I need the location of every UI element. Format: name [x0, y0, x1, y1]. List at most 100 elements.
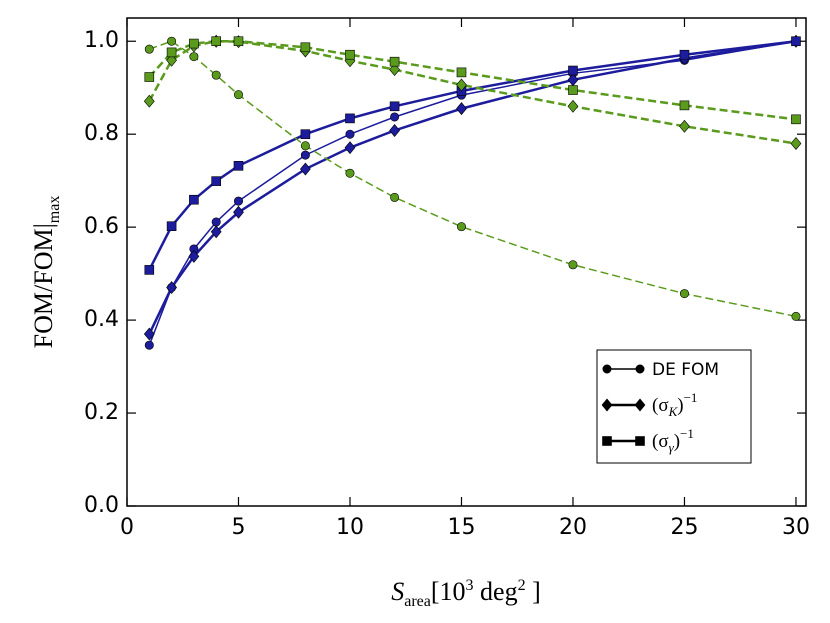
y-label-part: max: [46, 196, 63, 224]
marker: [389, 56, 400, 67]
marker: [300, 129, 311, 139]
legend-label-part: γ: [669, 440, 675, 455]
marker: [679, 49, 690, 60]
marker: [791, 36, 801, 47]
marker: [300, 141, 310, 151]
series-line: [148, 40, 797, 335]
marker: [233, 90, 243, 100]
marker: [345, 129, 355, 139]
y-tick-label: 0.4: [84, 307, 119, 332]
marker: [389, 101, 400, 112]
legend-label-part: K: [668, 404, 679, 419]
x-label-part: S: [391, 577, 404, 606]
x-label-part: area: [404, 593, 431, 610]
legend-label-part: ): [677, 395, 683, 416]
marker: [300, 42, 311, 53]
marker: [166, 281, 177, 295]
y-tick-label: 1.0: [84, 28, 119, 53]
series-line: [149, 40, 797, 318]
marker: [389, 124, 400, 137]
marker: [635, 364, 645, 374]
marker: [679, 119, 690, 133]
marker: [790, 137, 802, 150]
marker: [143, 94, 155, 108]
series-line: [148, 39, 797, 145]
marker: [791, 311, 801, 321]
x-label-part: 3: [466, 577, 474, 594]
marker: [568, 260, 578, 270]
marker: [189, 52, 199, 62]
x-axis-label: Sarea[103 deg2 ]: [391, 577, 541, 610]
x-label-part: 2: [518, 577, 526, 594]
marker: [568, 85, 578, 95]
marker: [211, 70, 221, 80]
marker: [679, 100, 690, 111]
legend-label: (σK)−1: [652, 390, 697, 419]
marker: [390, 112, 400, 122]
marker: [211, 217, 221, 227]
series-line: [148, 40, 797, 346]
legend-label: DE FOM: [652, 360, 719, 380]
marker: [791, 114, 801, 125]
y-tick-label: 0.0: [84, 493, 119, 518]
x-tick-label: 30: [782, 515, 810, 540]
marker: [211, 36, 221, 47]
y-tick-label: 0.2: [84, 400, 119, 425]
x-tick-label: 10: [336, 515, 364, 540]
x-tick-label: 20: [559, 515, 587, 540]
marker: [456, 78, 467, 92]
marker: [233, 205, 244, 219]
legend: DE FOM (σK)−1 (σγ)−1: [596, 349, 752, 464]
marker: [300, 150, 310, 160]
marker: [679, 289, 689, 299]
marker: [166, 53, 177, 67]
x-tick-label: 15: [447, 515, 475, 540]
x-tick-label: 5: [231, 515, 245, 540]
marker: [456, 102, 467, 116]
y-tick-label: 0.6: [84, 214, 119, 239]
marker: [166, 47, 177, 58]
x-label-part: [10: [431, 577, 466, 606]
legend-label-part: (σ: [652, 431, 669, 452]
x-label-part: ]: [526, 577, 541, 606]
marker: [166, 221, 177, 232]
marker: [390, 192, 400, 202]
marker: [233, 36, 244, 47]
marker: [567, 99, 579, 113]
legend-label-part: (σ: [652, 395, 669, 416]
marker: [144, 44, 154, 54]
legend-label-part: DE FOM: [652, 360, 719, 380]
x-label-part: deg: [474, 577, 518, 606]
marker: [189, 194, 199, 205]
marker: [456, 222, 466, 232]
plot-frame: [126, 17, 807, 507]
marker: [210, 225, 222, 239]
series-line: [148, 39, 797, 271]
y-tick-label: 0.8: [84, 121, 119, 146]
x-tick-label: 25: [670, 515, 698, 540]
marker: [601, 398, 613, 412]
marker: [143, 327, 155, 341]
marker: [345, 113, 355, 124]
marker: [211, 176, 221, 186]
marker: [389, 63, 400, 77]
legend-label-part: −1: [684, 390, 698, 405]
legend-label-part: ): [674, 431, 680, 452]
marker: [233, 160, 244, 171]
marker: [300, 162, 311, 176]
marker: [144, 340, 154, 350]
x-tick-label: 0: [120, 515, 134, 540]
marker: [345, 49, 355, 60]
plot-area: 0 5 10 15 20 25 30 0.0 0.2 0.4 0.6 0.8 1.0: [84, 17, 810, 540]
y-axis-label: FOM/FOM|max: [29, 196, 63, 349]
legend-label: (σγ)−1: [652, 426, 694, 455]
marker: [189, 38, 199, 49]
marker: [602, 364, 612, 374]
marker: [635, 436, 645, 446]
y-label-part: FOM/FOM|: [29, 223, 58, 348]
marker: [188, 249, 200, 263]
marker: [233, 196, 243, 206]
marker: [144, 72, 155, 82]
marker: [345, 168, 355, 178]
